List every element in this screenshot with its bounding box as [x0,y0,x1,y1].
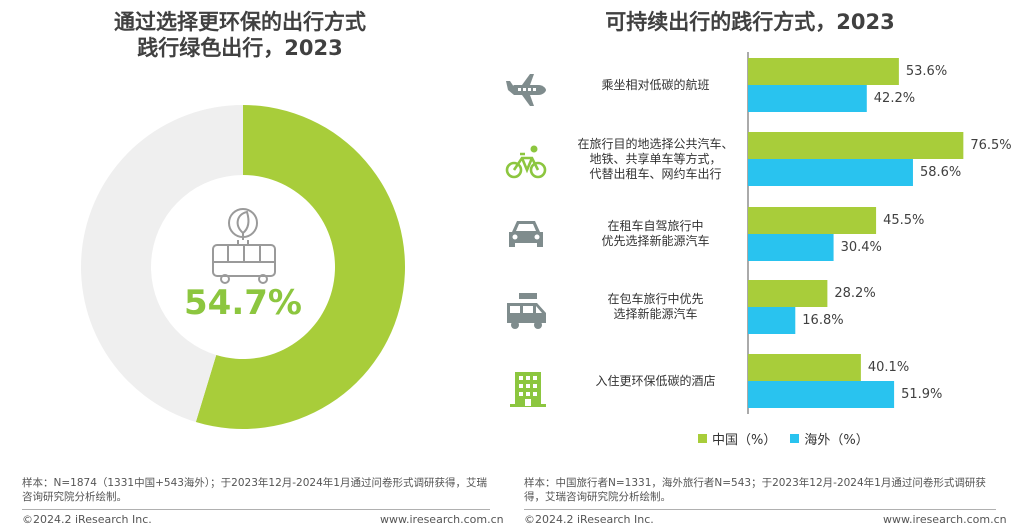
left-title-line-1: 通过选择更环保的出行方式 [114,10,366,34]
bar-overseas-2 [748,159,913,186]
right-website-link[interactable]: www.iresearch.com.cn [883,513,1007,526]
value-label-overseas-5: 51.9% [901,387,943,402]
right-footer-divider [524,509,996,510]
legend-swatch-overseas [790,434,800,443]
bicycle-icon [505,145,547,179]
value-label-china-2: 76.5% [970,138,1012,153]
donut-slice-eco-travel [195,105,405,429]
category-label-line: 地铁、共享单车等方式， [589,151,722,166]
left-copyright: ©2024.2 iResearch Inc. [22,513,152,526]
left-footnote: 样本：N=1874（1331中国+543海外）；于2023年12月-2024年1… [22,477,487,503]
category-label-line: 代替出租车、网约车出行 [589,166,722,181]
value-label-overseas-4: 16.8% [802,313,844,328]
bar-china-1 [748,58,899,85]
chart-legend: 中国（%） 海外（%） [698,429,869,448]
airplane-icon [506,74,546,106]
legend-label-overseas: 海外（%） [804,433,869,448]
category-label-line: 在旅行目的地选择公共汽车、 [577,136,734,151]
bar-china-4 [748,280,828,307]
bar-overseas-1 [748,85,867,112]
bar-china-5 [748,354,861,381]
left-title-line-2: 践行绿色出行，2023 [137,36,343,60]
legend-label-china: 中国（%） [712,433,777,448]
category-label-5: 入住更环保低碳的酒店 [568,374,743,389]
left-footer-divider [22,509,490,510]
hotel-icon [510,372,546,407]
category-label-line: 选择新能源汽车 [613,307,698,321]
legend-swatch-china [698,434,707,443]
value-label-china-5: 40.1% [867,360,910,375]
left-chart-title: 通过选择更环保的出行方式 践行绿色出行，2023 [40,9,440,61]
bar-overseas-4 [748,307,796,334]
right-copyright: ©2024.2 iResearch Inc. [524,513,654,526]
bar-china-3 [748,207,877,234]
category-label-2: 在旅行目的地选择公共汽车、 地铁、共享单车等方式， 代替出租车、网约车出行 [568,137,743,182]
value-label-china-4: 28.2% [834,286,876,301]
category-label-line: 乘坐相对低碳的航班 [601,77,710,92]
value-label-overseas-1: 42.2% [873,91,916,106]
value-label-overseas-3: 30.4% [840,240,882,255]
right-title-text: 可持续出行的践行方式，2023 [605,10,895,34]
category-label-3: 在租车自驾旅行中 优先选择新能源汽车 [568,219,743,249]
eco-bus-icon [212,208,276,284]
category-label-line: 在包车旅行中优先 [607,292,704,306]
bar-china-2 [748,132,964,159]
category-label-line: 入住更环保低碳的酒店 [595,373,716,388]
left-website-link[interactable]: www.iresearch.com.cn [380,513,504,526]
bar-overseas-3 [748,234,834,261]
value-label-china-3: 45.5% [883,213,925,228]
bar-overseas-5 [748,381,895,408]
category-label-1: 乘坐相对低碳的航班 [568,78,743,93]
right-chart-title: 可持续出行的践行方式，2023 [560,9,940,35]
category-label-line: 优先选择新能源汽车 [601,234,710,248]
donut-slice-other [80,105,244,422]
category-label-4: 在包车旅行中优先 选择新能源汽车 [568,292,743,322]
value-label-overseas-2: 58.6% [919,165,962,180]
value-label-china-1: 53.6% [905,64,948,79]
car-icon [509,221,543,247]
camper-van-icon [507,293,546,329]
legend-item-overseas: 海外（%） [790,429,869,448]
category-label-line: 在租车自驾旅行中 [607,219,704,233]
right-footnote: 样本：中国旅行者N=1331，海外旅行者N=543；于2023年12月-2024… [524,477,986,503]
donut-center-value: 54.7% [184,283,302,323]
legend-item-china: 中国（%） [698,429,776,448]
